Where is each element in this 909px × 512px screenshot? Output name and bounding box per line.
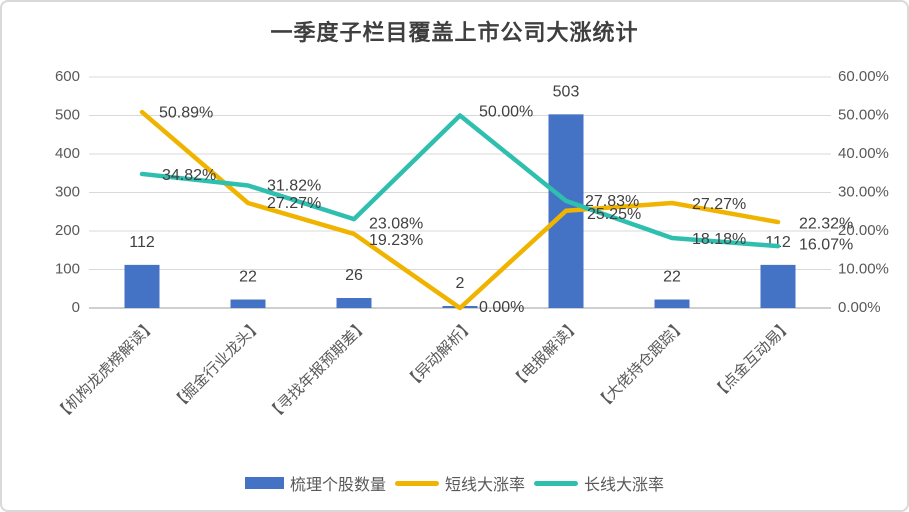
right-axis-tick-label: 60.00% xyxy=(838,68,889,85)
short-line-swatch xyxy=(394,480,439,486)
bar-value-label: 22 xyxy=(239,269,257,286)
right-axis-tick-label: 20.00% xyxy=(838,222,889,239)
line-value-label: 50.89% xyxy=(159,104,213,121)
bar xyxy=(760,264,796,308)
right-axis-tick-label: 40.00% xyxy=(838,145,889,162)
bar-value-label: 22 xyxy=(663,269,681,286)
line-value-label: 22.32% xyxy=(799,215,853,232)
category-label: 【点金互动易】 xyxy=(709,317,795,403)
right-axis-tick-label: 0.00% xyxy=(838,299,881,316)
bar-value-label: 2 xyxy=(456,275,465,292)
left-axis-tick-label: 500 xyxy=(55,106,80,123)
bar xyxy=(336,297,372,308)
line-value-label: 34.82% xyxy=(162,167,216,184)
bar-value-label: 112 xyxy=(765,234,791,251)
left-axis-tick-label: 300 xyxy=(55,183,80,200)
legend-label-long-line: 长线大涨率 xyxy=(584,477,665,494)
bar-value-label: 26 xyxy=(345,267,363,284)
line-value-label: 19.23% xyxy=(369,232,423,249)
category-label: 【异动解析】 xyxy=(402,317,478,393)
category-label: 【电报解读】 xyxy=(508,317,584,393)
line-value-label: 50.00% xyxy=(479,104,533,121)
line-value-label: 0.00% xyxy=(479,299,524,316)
bar xyxy=(654,299,690,308)
right-axis-tick-label: 10.00% xyxy=(838,260,889,277)
left-axis-tick-label: 600 xyxy=(55,68,80,85)
long-line-swatch xyxy=(534,480,578,486)
line-value-label: 27.27% xyxy=(692,196,746,213)
line-value-label: 25.25% xyxy=(587,206,641,223)
category-label: 【机构龙虎榜解读】 xyxy=(52,317,159,424)
category-label: 【大佬持仓跟踪】 xyxy=(593,317,690,414)
bar-series-swatch xyxy=(244,477,284,489)
chart-title: 一季度子栏目覆盖上市公司大涨统计 xyxy=(270,20,639,45)
right-axis-tick-label: 50.00% xyxy=(838,106,889,123)
line-value-label: 23.08% xyxy=(369,215,423,232)
bar-value-label: 112 xyxy=(129,234,155,251)
chart-legend: 梳理个股数量 短线大涨率 长线大涨率 xyxy=(2,470,907,496)
left-axis-tick-label: 100 xyxy=(55,260,80,277)
line-value-label: 18.18% xyxy=(692,231,746,248)
left-axis-tick-label: 200 xyxy=(55,222,80,239)
line-value-label: 16.07% xyxy=(799,236,853,253)
short-term-line xyxy=(139,109,781,311)
line-value-label: 27.27% xyxy=(267,195,321,212)
right-axis-tick-label: 30.00% xyxy=(838,183,889,200)
bar-value-label: 503 xyxy=(553,84,580,101)
category-label: 【掘金行业龙头】 xyxy=(169,317,266,414)
left-axis-tick-label: 0 xyxy=(72,299,80,316)
left-axis-tick-label: 400 xyxy=(55,145,80,162)
legend-item-short-line: 短线大涨率 xyxy=(394,471,525,495)
bar xyxy=(124,264,160,308)
bar xyxy=(230,299,266,308)
line-value-label: 31.82% xyxy=(267,178,321,195)
legend-label-bar-series: 梳理个股数量 xyxy=(289,477,386,494)
category-label: 【寻找年报预期差】 xyxy=(264,317,371,424)
legend-item-bar-series: 梳理个股数量 xyxy=(244,471,386,495)
long-term-line xyxy=(139,113,781,249)
legend-label-short-line: 短线大涨率 xyxy=(444,477,525,494)
line-value-label: 27.83% xyxy=(585,193,639,210)
legend-item-long-line: 长线大涨率 xyxy=(534,471,664,495)
